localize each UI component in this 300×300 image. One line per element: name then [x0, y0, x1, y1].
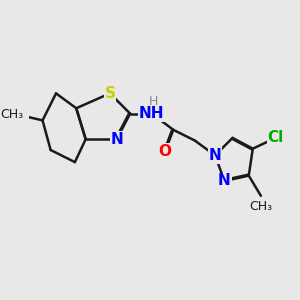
Text: CH₃: CH₃	[0, 109, 23, 122]
Text: H: H	[149, 95, 159, 108]
Text: N: N	[110, 132, 123, 147]
Text: CH₃: CH₃	[249, 200, 272, 213]
Text: N: N	[209, 148, 221, 163]
Text: Cl: Cl	[268, 130, 284, 146]
Text: S: S	[104, 86, 116, 101]
Text: NH: NH	[139, 106, 164, 121]
Text: O: O	[159, 144, 172, 159]
Text: N: N	[218, 173, 231, 188]
